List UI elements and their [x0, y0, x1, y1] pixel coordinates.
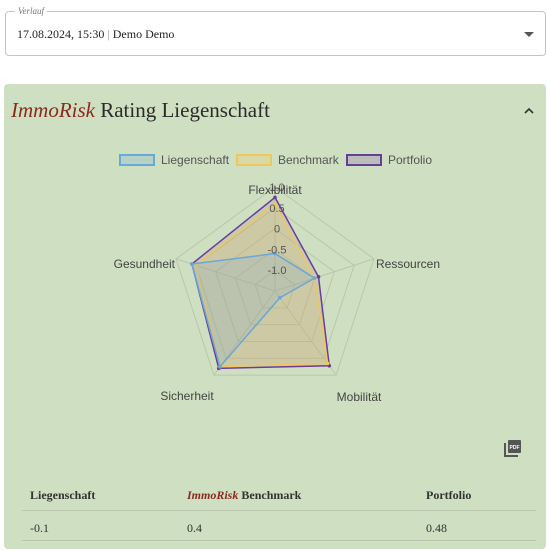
data-point — [273, 195, 277, 200]
legend-item-portfolio[interactable]: Portfolio — [346, 152, 432, 168]
verlauf-selected-value: 17.08.2024, 15:30 | Demo Demo — [17, 26, 174, 42]
grid-ring — [254, 269, 296, 309]
tick-label: 1.0 — [269, 182, 284, 194]
verlauf-user: Demo Demo — [112, 27, 175, 41]
cell-portfolio: 0.48 — [426, 521, 447, 535]
rating-card: ImmoRisk Rating Liegenschaft Liegenschaf… — [4, 84, 546, 549]
data-point — [325, 361, 330, 366]
header-portfolio: Portfolio — [426, 488, 472, 502]
brand-name: ImmoRisk — [187, 488, 239, 502]
radar-chart: 1.0 0.5 0 -0.5 -1.0 Flexibilität Ressourcen Mob… — [114, 182, 440, 404]
grid-ring — [175, 186, 375, 376]
header-benchmark: ImmoRisk Benchmark — [187, 488, 301, 503]
verlauf-label: Verlauf — [15, 5, 47, 17]
chart-legend: Liegenschaft Benchmark Portfolio — [4, 152, 546, 168]
data-point — [273, 251, 277, 256]
rating-table: Liegenschaft ImmoRisk Benchmark Portfoli… — [22, 480, 536, 541]
legend-swatch — [346, 154, 382, 166]
axis-label: Flexibilität — [248, 183, 302, 197]
axis-label: Ressourcen — [376, 257, 440, 271]
grid-spoke — [274, 290, 337, 376]
grid-spoke — [274, 258, 375, 292]
data-point — [278, 295, 282, 300]
legend-label: Portfolio — [388, 153, 433, 167]
chevron-up-icon[interactable] — [524, 106, 534, 116]
data-point — [273, 201, 277, 206]
cell-liegenschaft: -0.1 — [30, 521, 49, 535]
data-point — [312, 276, 317, 280]
table-row: -0.1 0.4 0.48 — [22, 511, 536, 541]
cell-benchmark: 0.4 — [187, 521, 202, 535]
tick-label: -1.0 — [268, 265, 287, 277]
series-benchmark — [195, 202, 329, 368]
card-title-text: Rating Liegenschaft — [94, 98, 270, 122]
tick-label: 0.5 — [269, 203, 284, 215]
data-point — [194, 263, 198, 268]
caret-down-icon[interactable] — [524, 32, 534, 37]
verlauf-separator: | — [107, 27, 110, 41]
verlauf-date: 17.08.2024, 15:30 — [17, 27, 105, 41]
legend-label: Benchmark — [278, 153, 339, 167]
legend-label: Liegenschaft — [161, 153, 230, 167]
axis-label: Mobilität — [337, 390, 382, 404]
grid-ring — [215, 227, 335, 342]
brand-name: ImmoRisk — [11, 98, 95, 122]
card-title: ImmoRisk Rating Liegenschaft — [11, 97, 270, 123]
pdf-icon[interactable]: PDF — [504, 439, 522, 457]
table-header: Liegenschaft ImmoRisk Benchmark Portfoli… — [22, 480, 536, 511]
svg-text:PDF: PDF — [510, 445, 520, 451]
header-benchmark-text: Benchmark — [238, 488, 302, 502]
legend-swatch — [119, 154, 155, 166]
data-point — [190, 262, 194, 266]
tick-label: 0 — [274, 224, 280, 236]
axis-label: Gesundheit — [114, 257, 176, 271]
axis-label: Sicherheit — [160, 389, 214, 403]
legend-swatch — [236, 154, 272, 166]
series-liegenschaft — [190, 252, 317, 369]
tick-label: -0.5 — [268, 244, 287, 256]
header-liegenschaft: Liegenschaft — [30, 488, 96, 502]
data-point — [316, 275, 321, 279]
legend-item-liegenschaft[interactable]: Liegenschaft — [119, 152, 229, 168]
data-point — [218, 364, 222, 369]
legend-item-benchmark[interactable]: Benchmark — [236, 152, 339, 168]
verlauf-select[interactable]: Verlauf 17.08.2024, 15:30 | Demo Demo — [5, 5, 546, 56]
